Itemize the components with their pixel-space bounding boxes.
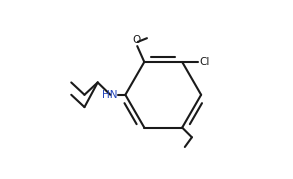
Text: HN: HN <box>102 90 117 100</box>
Text: O: O <box>132 35 140 45</box>
Text: Cl: Cl <box>199 57 209 67</box>
